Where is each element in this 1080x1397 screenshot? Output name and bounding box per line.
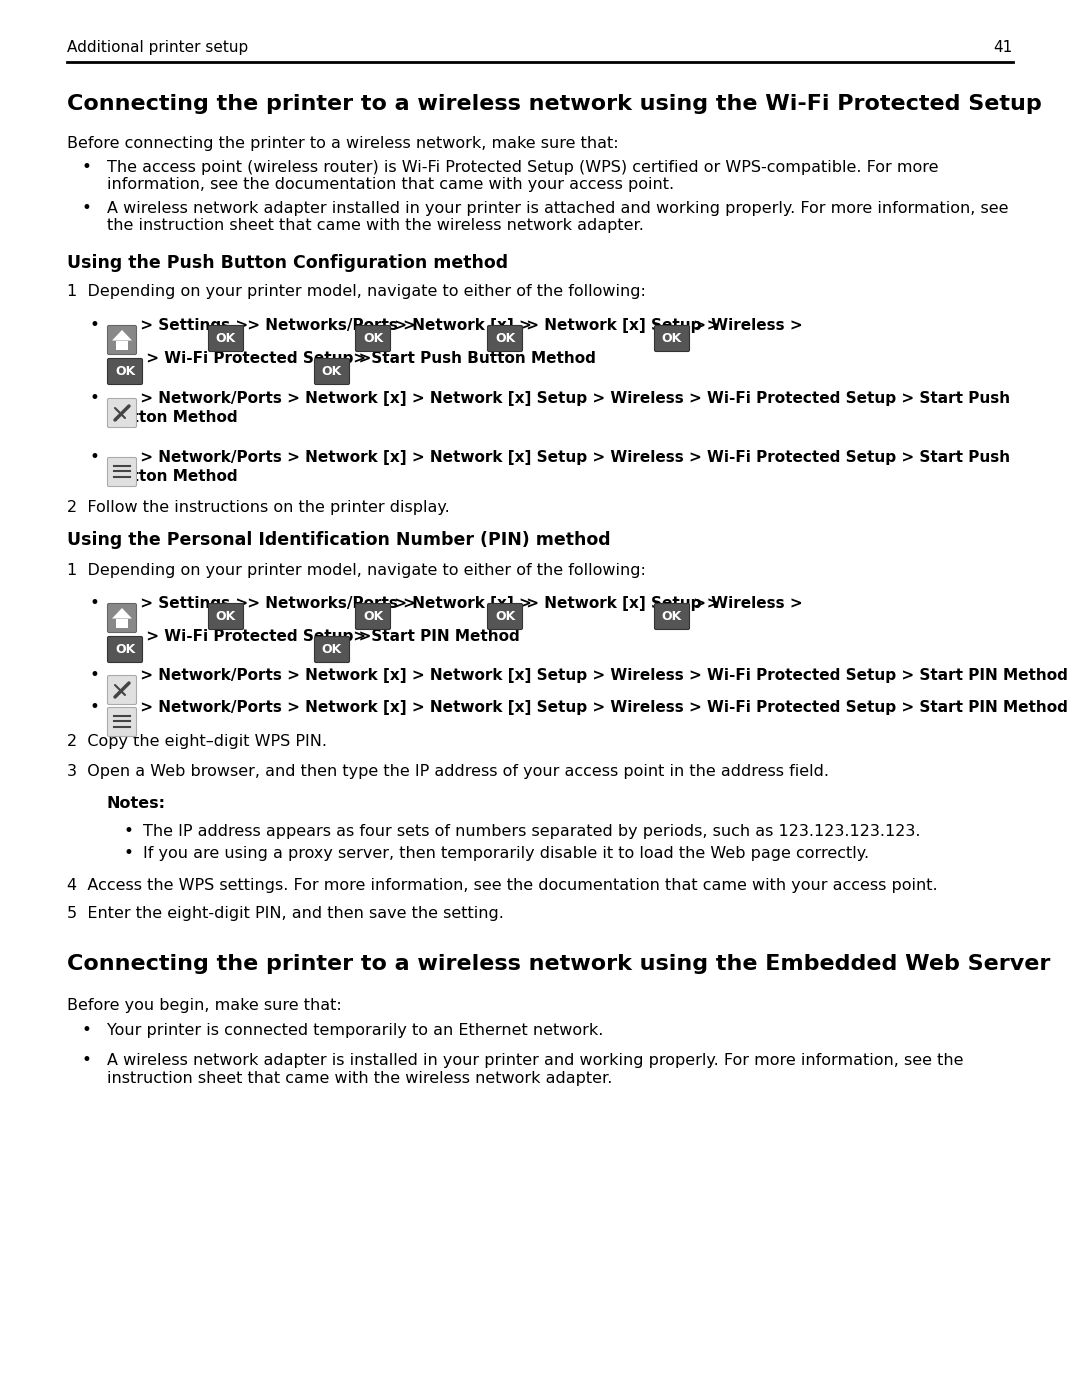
Text: Using the Personal Identification Number (PIN) method: Using the Personal Identification Number… <box>67 531 610 549</box>
Text: OK: OK <box>495 610 515 623</box>
FancyBboxPatch shape <box>654 604 689 630</box>
Text: •: • <box>123 844 133 862</box>
Text: •: • <box>81 1021 91 1039</box>
Text: The IP address appears as four sets of numbers separated by periods, such as 123: The IP address appears as four sets of n… <box>143 824 920 840</box>
FancyBboxPatch shape <box>108 604 136 633</box>
Text: •: • <box>89 594 99 612</box>
Text: OK: OK <box>114 643 135 657</box>
Text: Button Method: Button Method <box>109 409 238 425</box>
Text: > Start Push Button Method: > Start Push Button Method <box>348 351 596 366</box>
Text: > Networks/Ports >: > Networks/Ports > <box>242 597 421 610</box>
FancyBboxPatch shape <box>654 326 689 352</box>
FancyBboxPatch shape <box>108 637 143 662</box>
FancyBboxPatch shape <box>208 326 243 352</box>
Text: Notes:: Notes: <box>107 796 166 812</box>
Text: Using the Push Button Configuration method: Using the Push Button Configuration meth… <box>67 254 508 272</box>
Text: •: • <box>89 388 99 407</box>
Text: > Network/Ports > Network [x] > Network [x] Setup > Wireless > Wi-Fi Protected S: > Network/Ports > Network [x] > Network … <box>135 700 1068 715</box>
Text: > Networks/Ports >: > Networks/Ports > <box>242 319 421 332</box>
Polygon shape <box>112 608 132 619</box>
Polygon shape <box>112 330 132 341</box>
FancyBboxPatch shape <box>208 604 243 630</box>
Text: 2  Copy the eight–digit WPS PIN.: 2 Copy the eight–digit WPS PIN. <box>67 733 327 749</box>
Text: OK: OK <box>114 365 135 379</box>
Text: > Settings >: > Settings > <box>135 597 254 610</box>
Text: 1  Depending on your printer model, navigate to either of the following:: 1 Depending on your printer model, navig… <box>67 284 646 299</box>
Text: 2  Follow the instructions on the printer display.: 2 Follow the instructions on the printer… <box>67 500 449 515</box>
Text: > Network [x] Setup >: > Network [x] Setup > <box>521 597 725 610</box>
Text: OK: OK <box>363 610 383 623</box>
Text: OK: OK <box>495 332 515 345</box>
Text: information, see the documentation that came with your access point.: information, see the documentation that … <box>107 177 674 191</box>
FancyBboxPatch shape <box>487 604 523 630</box>
Text: •: • <box>89 666 99 685</box>
Text: 4  Access the WPS settings. For more information, see the documentation that cam: 4 Access the WPS settings. For more info… <box>67 877 937 893</box>
FancyBboxPatch shape <box>108 326 136 355</box>
FancyBboxPatch shape <box>355 326 391 352</box>
Text: Button Method: Button Method <box>109 469 238 483</box>
Text: Connecting the printer to a wireless network using the Wi-Fi Protected Setup: Connecting the printer to a wireless net… <box>67 94 1042 115</box>
Text: OK: OK <box>322 365 342 379</box>
FancyBboxPatch shape <box>108 457 136 486</box>
Text: instruction sheet that came with the wireless network adapter.: instruction sheet that came with the wir… <box>107 1071 612 1085</box>
Polygon shape <box>116 619 129 629</box>
Text: 1  Depending on your printer model, navigate to either of the following:: 1 Depending on your printer model, navig… <box>67 563 646 578</box>
Text: > Network/Ports > Network [x] > Network [x] Setup > Wireless > Wi-Fi Protected S: > Network/Ports > Network [x] > Network … <box>135 668 1068 683</box>
Text: > Network [x] Setup >: > Network [x] Setup > <box>521 319 725 332</box>
Text: •: • <box>89 316 99 334</box>
Text: •: • <box>81 1051 91 1069</box>
Text: > Wi-Fi Protected Setup >: > Wi-Fi Protected Setup > <box>141 351 377 366</box>
Text: > Network [x] >: > Network [x] > <box>389 319 537 332</box>
Text: OK: OK <box>216 332 237 345</box>
Text: > Network [x] >: > Network [x] > <box>389 597 537 610</box>
Text: Before connecting the printer to a wireless network, make sure that:: Before connecting the printer to a wirel… <box>67 136 619 151</box>
FancyBboxPatch shape <box>314 637 350 662</box>
Text: Additional printer setup: Additional printer setup <box>67 41 248 54</box>
Text: the instruction sheet that came with the wireless network adapter.: the instruction sheet that came with the… <box>107 218 644 233</box>
Text: 5  Enter the eight-digit PIN, and then save the setting.: 5 Enter the eight-digit PIN, and then sa… <box>67 907 504 921</box>
Text: OK: OK <box>662 610 683 623</box>
Text: > Settings >: > Settings > <box>135 319 254 332</box>
Text: A wireless network adapter installed in your printer is attached and working pro: A wireless network adapter installed in … <box>107 201 1009 217</box>
Text: > Wireless >: > Wireless > <box>688 319 802 332</box>
FancyBboxPatch shape <box>108 398 136 427</box>
Text: > Start PIN Method: > Start PIN Method <box>348 629 519 644</box>
Polygon shape <box>116 341 129 351</box>
Text: 41: 41 <box>994 41 1013 54</box>
FancyBboxPatch shape <box>108 676 136 704</box>
Text: If you are using a proxy server, then temporarily disable it to load the Web pag: If you are using a proxy server, then te… <box>143 847 869 861</box>
FancyBboxPatch shape <box>314 359 350 384</box>
Text: •: • <box>81 158 91 176</box>
Text: 3  Open a Web browser, and then type the IP address of your access point in the : 3 Open a Web browser, and then type the … <box>67 764 829 780</box>
Text: OK: OK <box>216 610 237 623</box>
Text: Connecting the printer to a wireless network using the Embedded Web Server: Connecting the printer to a wireless net… <box>67 954 1051 974</box>
Text: Your printer is connected temporarily to an Ethernet network.: Your printer is connected temporarily to… <box>107 1023 604 1038</box>
FancyBboxPatch shape <box>355 604 391 630</box>
Text: > Wireless >: > Wireless > <box>688 597 802 610</box>
Text: OK: OK <box>322 643 342 657</box>
Text: Before you begin, make sure that:: Before you begin, make sure that: <box>67 997 341 1013</box>
Text: OK: OK <box>363 332 383 345</box>
Text: > Network/Ports > Network [x] > Network [x] Setup > Wireless > Wi-Fi Protected S: > Network/Ports > Network [x] > Network … <box>135 391 1010 407</box>
Text: •: • <box>89 698 99 717</box>
Text: > Wi-Fi Protected Setup >: > Wi-Fi Protected Setup > <box>141 629 377 644</box>
Text: •: • <box>123 821 133 840</box>
FancyBboxPatch shape <box>108 359 143 384</box>
Text: OK: OK <box>662 332 683 345</box>
Text: •: • <box>89 448 99 467</box>
Text: The access point (wireless router) is Wi-Fi Protected Setup (WPS) certified or W: The access point (wireless router) is Wi… <box>107 161 939 175</box>
FancyBboxPatch shape <box>108 707 136 736</box>
Text: •: • <box>81 198 91 217</box>
FancyBboxPatch shape <box>487 326 523 352</box>
Text: A wireless network adapter is installed in your printer and working properly. Fo: A wireless network adapter is installed … <box>107 1053 963 1067</box>
Text: > Network/Ports > Network [x] > Network [x] Setup > Wireless > Wi-Fi Protected S: > Network/Ports > Network [x] > Network … <box>135 450 1010 465</box>
